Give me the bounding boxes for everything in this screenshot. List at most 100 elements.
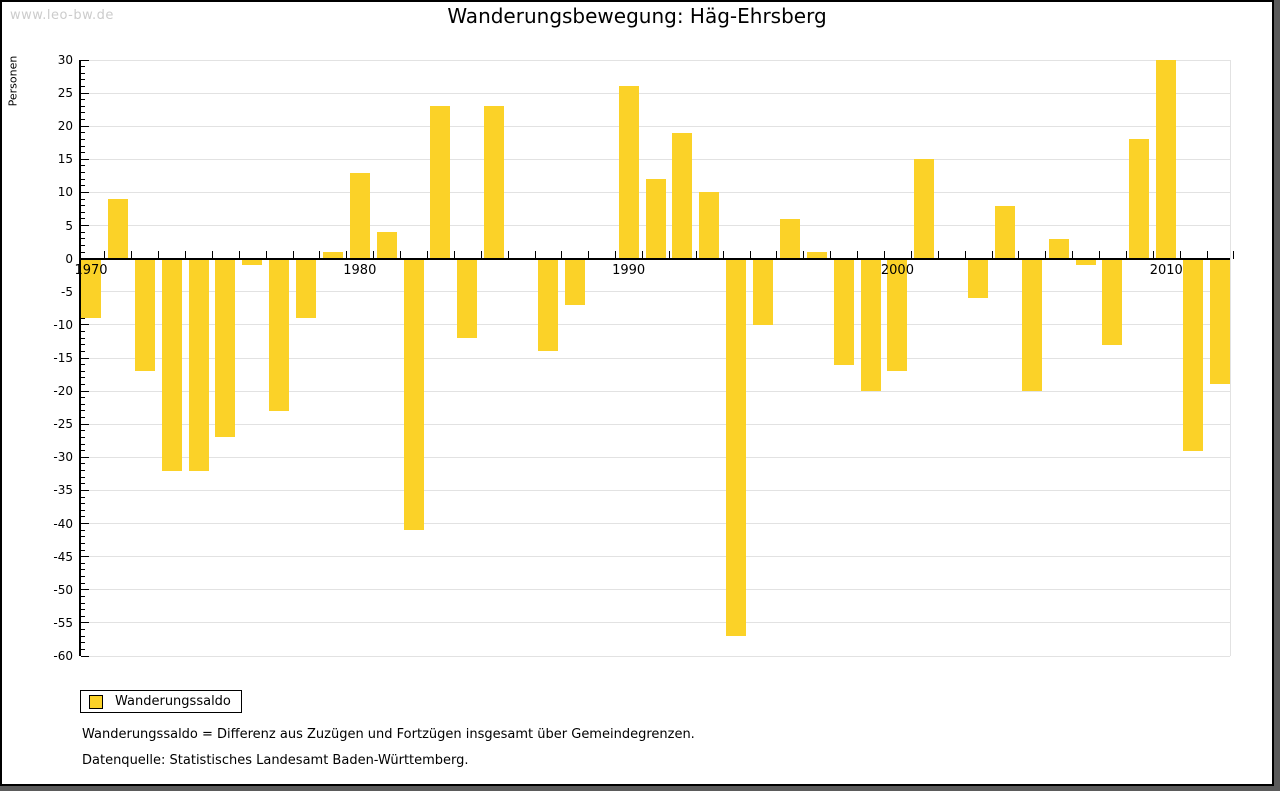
bar-1988 — [564, 258, 585, 305]
gridline-15 — [81, 158, 1230, 160]
bar-1983 — [430, 106, 451, 259]
y-tick--48 — [81, 576, 85, 578]
x-tick-1993-5 — [722, 250, 724, 259]
y-tick-label--55: -55 — [53, 615, 73, 630]
bar-1970 — [81, 258, 101, 319]
y-tick-18 — [81, 138, 85, 140]
y-tick--26 — [81, 430, 85, 432]
y-tick--44 — [81, 549, 85, 551]
x-tick-1991-5 — [668, 250, 670, 259]
y-tick-3 — [81, 238, 85, 240]
y-tick-8 — [81, 205, 85, 207]
x-tick-2001-5 — [937, 250, 939, 259]
bar-2011 — [1183, 258, 1204, 451]
bar-1975 — [215, 258, 236, 438]
gridline--60 — [81, 655, 1230, 657]
y-tick--52 — [81, 602, 85, 604]
y-axis-line — [79, 60, 81, 656]
bar-1971 — [107, 199, 128, 259]
page-title: Wanderungsbewegung: Häg-Ehrsberg — [447, 4, 827, 28]
x-axis-label-1970: 1970 — [74, 262, 108, 278]
y-tick-21 — [81, 119, 85, 121]
x-tick-2006-5 — [1072, 250, 1074, 259]
y-tick-19 — [81, 132, 85, 134]
y-tick--25 — [81, 423, 89, 425]
y-tick--16 — [81, 364, 85, 366]
y-tick-label-10: 10 — [57, 185, 73, 200]
gridline-20 — [81, 125, 1230, 127]
gridline--45 — [81, 556, 1230, 558]
x-tick-1994-5 — [749, 250, 751, 259]
plot-right-border — [1230, 60, 1231, 656]
gridline--15 — [81, 357, 1230, 359]
x-tick-1981-5 — [400, 250, 402, 259]
bar-2007 — [1075, 258, 1096, 266]
x-tick-1982-5 — [427, 250, 428, 259]
x-tick-2011-5 — [1206, 250, 1208, 259]
y-tick-15 — [81, 158, 89, 160]
gridline--5 — [81, 291, 1230, 293]
x-tick-1975-5 — [238, 250, 240, 259]
bar-1972 — [134, 258, 155, 372]
x-tick-2000-5 — [910, 250, 912, 259]
legend-swatch-wanderungssaldo — [89, 694, 103, 709]
x-tick-1995-5 — [776, 250, 778, 259]
y-tick--54 — [81, 615, 85, 617]
y-tick--22 — [81, 403, 85, 405]
bar-2000 — [887, 258, 908, 372]
x-tick-1989-5 — [615, 250, 617, 259]
x-axis-label-1990: 1990 — [612, 262, 646, 278]
bar-1987 — [537, 258, 558, 352]
y-tick-5 — [81, 225, 89, 227]
bar-1997 — [806, 252, 827, 259]
y-tick-label--40: -40 — [53, 516, 73, 531]
gridline--55 — [81, 622, 1230, 624]
gridline--10 — [81, 324, 1230, 326]
y-tick-10 — [81, 191, 89, 193]
x-tick-1997-5 — [830, 250, 832, 259]
bar-1973 — [161, 258, 182, 471]
y-tick-14 — [81, 165, 85, 167]
y-tick-label--50: -50 — [53, 582, 73, 597]
y-tick-30 — [81, 59, 89, 61]
y-tick-22 — [81, 112, 85, 114]
legend: Wanderungssaldo — [80, 690, 242, 713]
x-tick-1973-5 — [185, 250, 187, 259]
y-tick--31 — [81, 463, 85, 465]
y-tick--9 — [81, 317, 85, 319]
y-tick-label-5: 5 — [65, 218, 73, 233]
x-axis-label-1980: 1980 — [343, 262, 377, 278]
y-tick-24 — [81, 99, 85, 101]
x-tick-2009-5 — [1152, 250, 1154, 259]
bar-2001 — [914, 159, 935, 259]
y-tick--47 — [81, 569, 85, 571]
bar-1984 — [457, 258, 478, 339]
watermark: www.leo-bw.de — [10, 8, 114, 23]
y-tick-25 — [81, 92, 89, 94]
footnote-definition: Wanderungssaldo = Differenz aus Zuzügen … — [82, 727, 695, 742]
gridline-25 — [81, 92, 1230, 94]
x-axis-line — [79, 257, 1230, 260]
y-tick--58 — [81, 642, 85, 644]
x-axis-label-2000: 2000 — [880, 262, 914, 278]
legend-label: Wanderungssaldo — [115, 694, 231, 709]
x-tick-2005-5 — [1045, 250, 1047, 259]
x-tick-2010-5 — [1179, 250, 1181, 259]
bar-1974 — [188, 258, 209, 471]
y-tick-label-15: 15 — [57, 152, 73, 167]
bar-1976 — [242, 258, 263, 266]
x-tick-2004-5 — [1018, 250, 1020, 259]
x-tick-1980-5 — [373, 250, 375, 259]
gridline--35 — [81, 489, 1230, 491]
y-tick-label-30: 30 — [57, 53, 73, 67]
x-tick-1999-5 — [883, 250, 885, 259]
y-tick-27 — [81, 79, 85, 81]
x-tick-2012-5 — [1233, 250, 1235, 259]
y-tick--21 — [81, 397, 85, 399]
y-tick-7 — [81, 211, 85, 213]
y-tick--56 — [81, 629, 85, 630]
y-tick-29 — [81, 66, 85, 68]
